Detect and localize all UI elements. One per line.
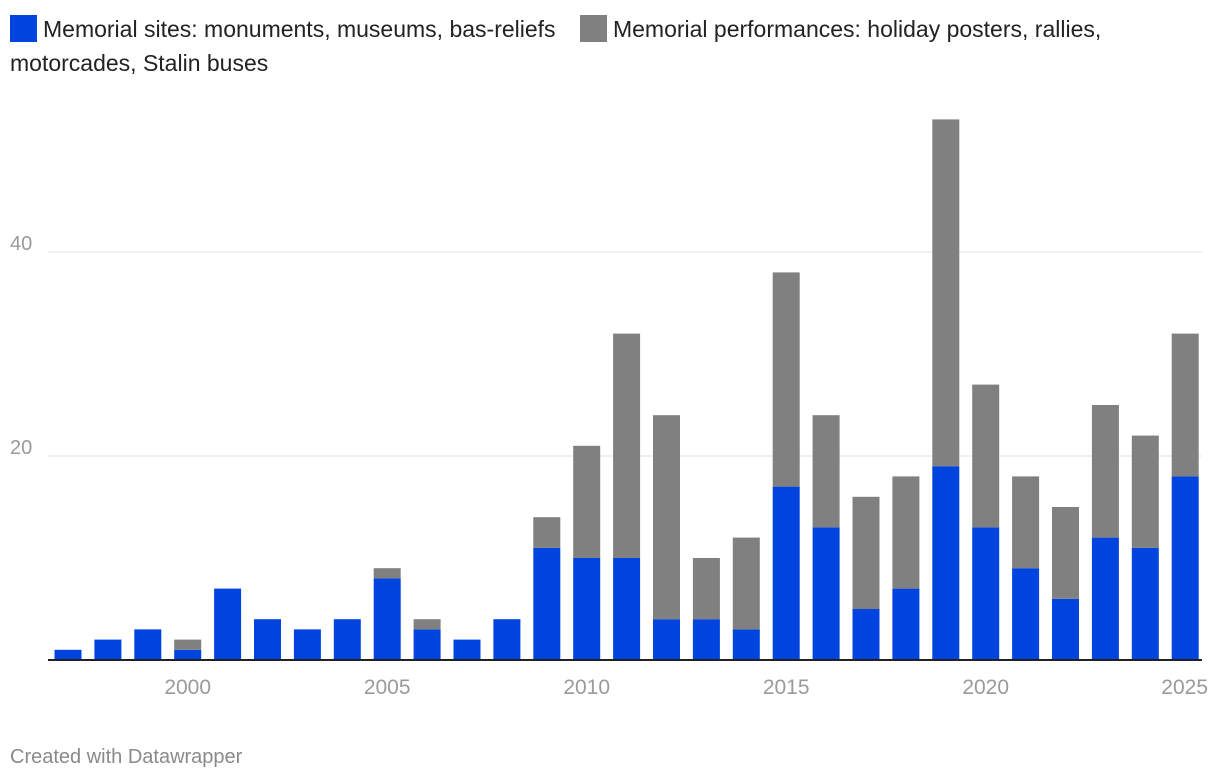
bar-sites-1998 bbox=[94, 640, 121, 660]
x-tick-label: 2010 bbox=[563, 676, 610, 699]
bar-performances-2025 bbox=[1172, 334, 1199, 477]
bar-sites-2018 bbox=[892, 589, 919, 660]
bar-performances-2006 bbox=[414, 619, 441, 629]
bar-performances-2017 bbox=[853, 497, 880, 609]
bar-sites-2006 bbox=[414, 629, 441, 660]
x-tick-label: 2005 bbox=[364, 676, 411, 699]
x-tick-label: 2000 bbox=[164, 676, 211, 699]
bar-sites-2001 bbox=[214, 589, 241, 660]
bar-sites-2016 bbox=[813, 527, 840, 660]
bar-performances-2020 bbox=[972, 385, 999, 528]
x-tick-label: 2020 bbox=[962, 676, 1009, 699]
bar-sites-2008 bbox=[493, 619, 520, 660]
bar-performances-2009 bbox=[533, 517, 560, 548]
x-tick-label: 2015 bbox=[763, 676, 810, 699]
bar-sites-2011 bbox=[613, 558, 640, 660]
bar-performances-2010 bbox=[573, 446, 600, 558]
bar-performances-2013 bbox=[693, 558, 720, 619]
bar-sites-2004 bbox=[334, 619, 361, 660]
bar-sites-2025 bbox=[1172, 476, 1199, 660]
bar-performances-2000 bbox=[174, 640, 201, 650]
bar-performances-2016 bbox=[813, 415, 840, 527]
bar-performances-2021 bbox=[1012, 476, 1039, 568]
bar-sites-2005 bbox=[374, 578, 401, 660]
bar-sites-1999 bbox=[134, 629, 161, 660]
y-tick-label: 20 bbox=[10, 437, 32, 459]
bar-sites-2000 bbox=[174, 650, 201, 660]
bar-sites-2022 bbox=[1052, 599, 1079, 660]
bar-sites-2020 bbox=[972, 527, 999, 660]
bar-sites-2023 bbox=[1092, 538, 1119, 660]
bar-sites-2015 bbox=[773, 487, 800, 660]
bar-performances-2011 bbox=[613, 334, 640, 558]
bar-performances-2012 bbox=[653, 415, 680, 619]
bar-performances-2019 bbox=[932, 119, 959, 466]
bar-performances-2022 bbox=[1052, 507, 1079, 599]
bar-sites-2014 bbox=[733, 629, 760, 660]
y-tick-label: 40 bbox=[10, 233, 32, 255]
stacked-bar-chart: 2000 2005 2010 2015 2020 2025 2040 bbox=[0, 0, 1220, 784]
bar-performances-2024 bbox=[1132, 436, 1159, 548]
bar-performances-2014 bbox=[733, 538, 760, 630]
footer-credit: Created with Datawrapper bbox=[10, 746, 242, 769]
bar-sites-2024 bbox=[1132, 548, 1159, 660]
bar-sites-2003 bbox=[294, 629, 321, 660]
bar-performances-2018 bbox=[892, 476, 919, 588]
bar-sites-2009 bbox=[533, 548, 560, 660]
bar-performances-2015 bbox=[773, 272, 800, 486]
bar-sites-2021 bbox=[1012, 568, 1039, 660]
bar-sites-2013 bbox=[693, 619, 720, 660]
bar-performances-2005 bbox=[374, 568, 401, 578]
bar-sites-2007 bbox=[454, 640, 481, 660]
bar-sites-2017 bbox=[853, 609, 880, 660]
x-tick-label: 2025 bbox=[1161, 676, 1208, 699]
bar-sites-2012 bbox=[653, 619, 680, 660]
bar-sites-2002 bbox=[254, 619, 281, 660]
bar-performances-2023 bbox=[1092, 405, 1119, 538]
bar-sites-2010 bbox=[573, 558, 600, 660]
bar-sites-1997 bbox=[55, 650, 82, 660]
bar-sites-2019 bbox=[932, 466, 959, 660]
bars bbox=[55, 119, 1199, 660]
x-axis: 2000 2005 2010 2015 2020 2025 bbox=[48, 660, 1208, 699]
